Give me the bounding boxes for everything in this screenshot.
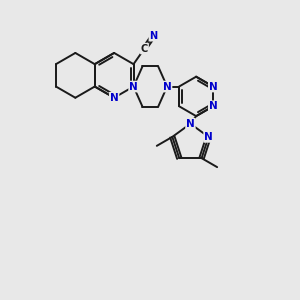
Text: N: N: [149, 31, 158, 41]
Text: N: N: [129, 82, 138, 92]
Text: N: N: [204, 132, 213, 142]
Text: N: N: [209, 82, 218, 92]
Text: N: N: [110, 93, 118, 103]
Text: N: N: [186, 119, 195, 129]
Text: N: N: [163, 82, 172, 92]
Text: N: N: [209, 101, 218, 111]
Text: C: C: [141, 44, 148, 54]
